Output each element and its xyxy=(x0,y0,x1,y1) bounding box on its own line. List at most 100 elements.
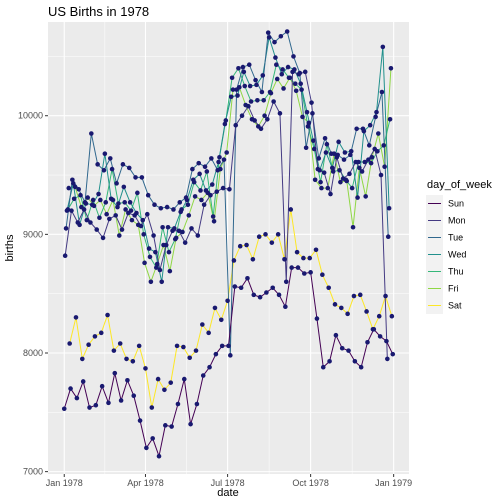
data-point xyxy=(181,344,186,350)
data-point xyxy=(382,164,387,170)
data-point xyxy=(135,222,141,228)
data-point xyxy=(350,224,356,230)
data-point xyxy=(70,181,76,186)
data-point xyxy=(146,246,152,251)
data-point xyxy=(321,170,327,175)
data-point xyxy=(63,226,69,231)
data-point xyxy=(141,232,146,237)
data-point xyxy=(373,114,378,120)
data-point xyxy=(131,393,137,399)
data-point xyxy=(230,87,236,92)
data-point xyxy=(292,67,297,72)
legend: day_of_week Sun Mon Tue Wed Thu Fri Sat xyxy=(426,179,492,314)
plot-panel xyxy=(48,22,409,474)
data-point xyxy=(180,229,185,235)
data-point xyxy=(161,242,166,248)
data-point xyxy=(222,121,228,127)
data-point xyxy=(91,203,97,209)
data-point xyxy=(366,143,372,148)
data-point xyxy=(236,65,241,71)
data-point xyxy=(226,343,231,349)
data-point xyxy=(388,65,394,71)
data-point xyxy=(376,313,382,319)
data-point xyxy=(167,268,173,274)
data-point xyxy=(294,249,300,255)
legend-label-sat: Sat xyxy=(448,301,462,311)
data-point xyxy=(311,146,317,152)
data-point xyxy=(160,224,165,230)
data-point xyxy=(319,185,324,191)
data-point xyxy=(240,64,246,70)
data-point xyxy=(293,88,299,94)
data-point xyxy=(135,190,140,196)
data-point xyxy=(333,332,339,338)
data-point xyxy=(184,197,190,203)
data-point xyxy=(357,292,363,298)
data-point xyxy=(231,258,237,263)
data-point xyxy=(124,356,129,362)
data-point xyxy=(379,89,385,95)
data-point xyxy=(115,204,120,210)
x-tick-label: Oct 1978 xyxy=(292,478,329,488)
data-point xyxy=(205,190,211,196)
data-point xyxy=(98,197,103,203)
data-point xyxy=(137,418,143,423)
data-point xyxy=(218,317,224,323)
data-point xyxy=(352,359,358,364)
data-point xyxy=(250,256,256,262)
data-point xyxy=(207,364,212,370)
data-point xyxy=(349,185,355,191)
data-point xyxy=(139,175,145,180)
data-point xyxy=(261,98,267,103)
data-point xyxy=(190,166,195,172)
data-point xyxy=(179,207,184,212)
series-line-mon xyxy=(64,71,388,359)
x-axis-title: date xyxy=(217,487,238,499)
data-point xyxy=(113,213,118,218)
data-point xyxy=(244,242,249,248)
data-point xyxy=(259,89,265,95)
data-point xyxy=(198,188,203,193)
data-point xyxy=(389,313,395,319)
data-point xyxy=(120,162,126,167)
data-point xyxy=(195,233,201,238)
data-point xyxy=(72,184,78,190)
data-point xyxy=(363,194,368,199)
data-point xyxy=(123,207,128,212)
data-point xyxy=(278,33,284,39)
data-point xyxy=(102,151,108,156)
data-point xyxy=(248,99,254,104)
data-point xyxy=(209,182,215,187)
y-axis: 7000 8000 9000 10000 xyxy=(18,111,48,477)
data-point xyxy=(192,194,198,199)
data-point xyxy=(253,77,258,83)
data-point xyxy=(282,256,287,262)
data-point xyxy=(254,82,259,88)
data-point xyxy=(165,224,171,230)
data-point xyxy=(287,75,293,81)
x-tick-label: Apr 1978 xyxy=(127,478,164,488)
data-point xyxy=(79,204,84,210)
data-point xyxy=(142,260,147,266)
data-point xyxy=(358,364,364,370)
data-point xyxy=(274,76,280,82)
data-point xyxy=(367,122,373,128)
data-point xyxy=(155,376,161,382)
data-point xyxy=(233,122,239,128)
data-point xyxy=(332,302,338,307)
data-point xyxy=(112,370,118,376)
data-point xyxy=(307,255,313,261)
data-point xyxy=(211,219,217,224)
data-point xyxy=(68,386,73,391)
data-point xyxy=(256,234,262,240)
data-point xyxy=(129,217,135,223)
data-point xyxy=(272,39,277,45)
data-point xyxy=(105,312,110,318)
data-point xyxy=(62,253,68,259)
data-point xyxy=(301,255,306,261)
data-point xyxy=(335,152,341,158)
data-point xyxy=(163,423,168,428)
data-point xyxy=(187,355,192,361)
data-point xyxy=(174,343,180,349)
